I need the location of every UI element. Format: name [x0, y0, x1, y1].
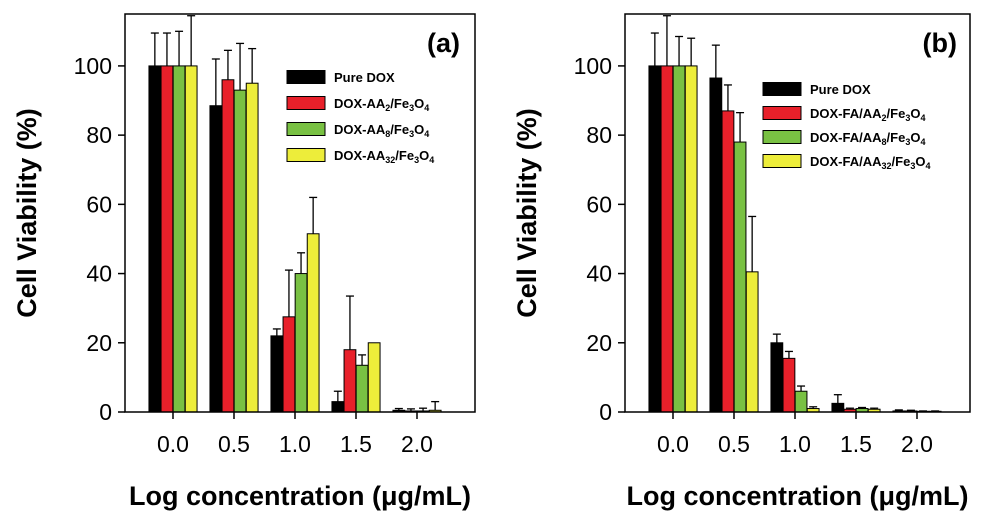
- chart-panel-a: 0 20 40 60 80 100 0.0 0.5 1.0 1.5 2.0 (a) Cell Viabi…: [12, 13, 476, 511]
- x-tick-label: 1.5: [840, 431, 872, 457]
- y-tick-label: 60: [586, 191, 612, 217]
- legend-swatch: [286, 70, 326, 84]
- x-tick-label: 1.0: [279, 431, 311, 457]
- bar: [184, 65, 198, 413]
- bar: [209, 105, 223, 413]
- legend-label: Pure DOX: [810, 82, 871, 97]
- legend-swatch: [286, 96, 326, 110]
- legend-label: DOX-AA8/Fe3O4: [334, 122, 429, 139]
- bar: [331, 401, 345, 413]
- bar: [160, 65, 174, 413]
- y-tick-label: 0: [599, 399, 612, 425]
- legend: Pure DOX DOX-FA/AA2/Fe3O4 DOX-FA/AA8/Fe3O4…: [762, 82, 930, 171]
- bar: [367, 342, 381, 413]
- y-tick-label: 80: [586, 122, 612, 148]
- legend-label: DOX-FA/AA2/Fe3O4: [810, 106, 925, 123]
- x-tick-label: 0.5: [218, 431, 250, 457]
- bar: [172, 65, 186, 413]
- y-tick-label: 40: [586, 261, 612, 287]
- bar: [733, 141, 747, 413]
- bar: [709, 77, 723, 413]
- y-tick-label: 100: [574, 53, 612, 79]
- bar: [355, 364, 369, 413]
- y-tick-label: 20: [86, 330, 112, 356]
- bar: [221, 79, 235, 413]
- y-tick-label: 100: [74, 53, 112, 79]
- bar: [770, 342, 784, 413]
- bar: [233, 89, 247, 413]
- x-tick-label: 0.0: [157, 431, 189, 457]
- y-axis-title: Cell Viability (%): [512, 108, 542, 318]
- legend-swatch: [762, 82, 802, 96]
- legend-label: DOX-AA2/Fe3O4: [334, 96, 429, 113]
- legend-swatch: [762, 154, 802, 168]
- bar: [648, 65, 662, 413]
- x-tick-label: 2.0: [901, 431, 933, 457]
- bar: [794, 390, 808, 413]
- bar: [306, 233, 320, 413]
- y-axis-title: Cell Viability (%): [12, 108, 42, 318]
- bar: [245, 82, 259, 413]
- y-tick-label: 0: [99, 399, 112, 425]
- bar: [270, 335, 284, 413]
- x-tick-label: 1.0: [779, 431, 811, 457]
- x-axis-title: Log concentration (μg/mL): [627, 481, 969, 511]
- panel-label: (b): [923, 28, 957, 58]
- legend-label: DOX-FA/AA32/Fe3O4: [810, 154, 930, 171]
- legend-label: DOX-FA/AA8/Fe3O4: [810, 130, 925, 147]
- bar: [745, 271, 759, 413]
- x-tick-label: 0.5: [718, 431, 750, 457]
- bar: [721, 110, 735, 413]
- bar: [282, 316, 296, 413]
- y-tick-label: 60: [86, 191, 112, 217]
- y-tick-label: 80: [86, 122, 112, 148]
- x-tick-label: 2.0: [401, 431, 433, 457]
- bar: [831, 402, 845, 413]
- y-tick-label: 20: [586, 330, 612, 356]
- bar: [782, 357, 796, 413]
- chart-panel-b: 0 20 40 60 80 100 0.0 0.5 1.0 1.5 2.0 (b) Cell Viabi…: [512, 13, 971, 511]
- bar: [343, 349, 357, 413]
- legend-swatch: [286, 148, 326, 162]
- bar: [660, 65, 674, 413]
- bar: [294, 273, 308, 413]
- y-tick-label: 40: [86, 261, 112, 287]
- plot-frame: [124, 13, 476, 413]
- legend-label: DOX-AA32/Fe3O4: [334, 148, 434, 165]
- panel-label: (a): [427, 28, 460, 58]
- legend-swatch: [286, 122, 326, 136]
- x-tick-label: 1.5: [340, 431, 372, 457]
- x-tick-label: 0.0: [657, 431, 689, 457]
- legend-swatch: [762, 106, 802, 120]
- legend: Pure DOX DOX-AA2/Fe3O4 DOX-AA8/Fe3O4 DOX-AA…: [286, 70, 434, 165]
- x-axis-title: Log concentration (μg/mL): [129, 481, 471, 511]
- bar: [672, 65, 686, 413]
- legend-label: Pure DOX: [334, 70, 395, 85]
- bar: [684, 65, 698, 413]
- bar: [148, 65, 162, 413]
- plot-frame: [624, 13, 971, 413]
- legend-swatch: [762, 130, 802, 144]
